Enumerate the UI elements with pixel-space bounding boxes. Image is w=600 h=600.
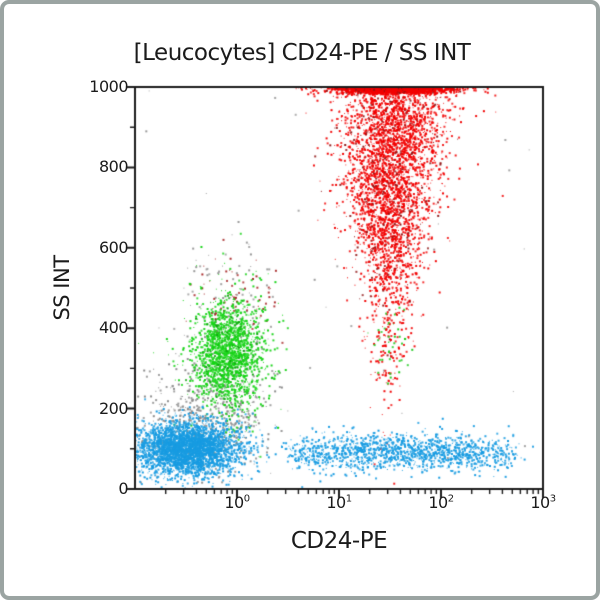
x-axis-label: CD24-PE (290, 528, 388, 554)
y-tick-label: 800 (98, 157, 129, 177)
y-tick-label: 200 (98, 398, 129, 418)
x-tick-label: 101 (326, 493, 352, 512)
y-tick-label: 0 (118, 479, 128, 498)
x-tick-label: 102 (428, 493, 454, 512)
y-axis-label: SS INT (50, 255, 74, 321)
x-tick-label: 100 (224, 493, 250, 512)
x-tick-label: 103 (530, 493, 556, 512)
y-tick-label: 400 (98, 318, 129, 338)
y-tick-label: 1000 (89, 77, 128, 96)
plot-title: [Leucocytes] CD24-PE / SS INT (133, 40, 471, 66)
y-tick-label: 600 (98, 237, 129, 257)
